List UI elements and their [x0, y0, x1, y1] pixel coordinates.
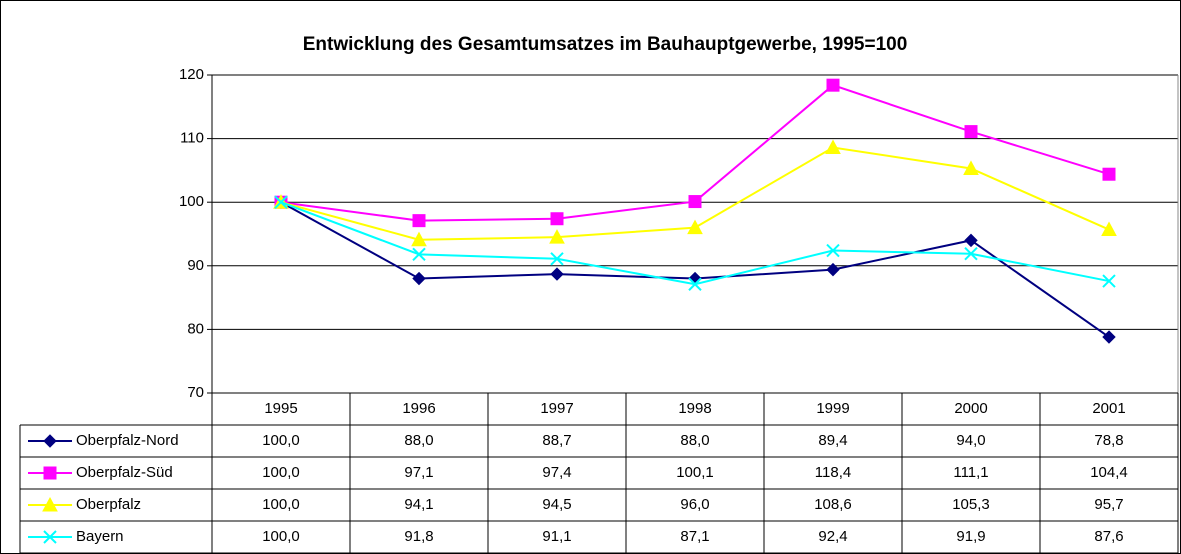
data-point	[1101, 221, 1117, 237]
table-value: 88,7	[542, 432, 571, 449]
x-tick-label: 1999	[816, 400, 849, 417]
data-point	[412, 247, 426, 262]
table-value: 118,4	[815, 464, 851, 481]
table-value: 94,5	[542, 496, 571, 513]
table-value: 111,1	[953, 464, 988, 481]
data-point	[412, 214, 426, 228]
y-tick-label: 100	[179, 193, 204, 210]
table-value: 91,8	[404, 528, 433, 545]
table-value: 91,1	[542, 528, 571, 545]
data-point	[550, 212, 564, 226]
data-point	[549, 229, 565, 244]
chart-title: Entwicklung des Gesamtumsatzes im Bauhau…	[303, 34, 908, 55]
y-tick-label: 70	[187, 384, 204, 401]
data-point	[550, 252, 564, 266]
table-value: 88,0	[680, 432, 709, 449]
table-value: 100,0	[262, 464, 300, 481]
table-value: 88,0	[404, 432, 433, 449]
data-point	[826, 78, 840, 92]
table-value: 94,1	[404, 496, 433, 513]
y-tick-label: 110	[180, 130, 204, 147]
y-tick-label: 90	[187, 257, 204, 274]
table-value: 97,4	[542, 464, 571, 481]
legend-label: Oberpfalz	[76, 496, 141, 513]
legend-marker	[43, 434, 57, 448]
table-value: 105,3	[952, 496, 990, 513]
data-point	[411, 231, 427, 247]
data-point	[825, 139, 841, 155]
table-value: 92,4	[818, 528, 847, 545]
table-value: 97,1	[404, 464, 433, 481]
data-point	[688, 277, 702, 291]
table-value: 78,8	[1094, 432, 1123, 449]
legend-marker	[42, 496, 58, 512]
x-tick-label: 1996	[402, 400, 435, 417]
data-point	[688, 195, 702, 209]
table-value: 100,1	[676, 464, 714, 481]
table-value: 96,0	[680, 496, 709, 513]
table-value: 89,4	[818, 432, 847, 449]
table-value: 100,0	[262, 496, 300, 513]
data-point	[550, 267, 564, 281]
x-tick-label: 2001	[1092, 400, 1125, 417]
table-value: 87,6	[1094, 528, 1123, 545]
data-point	[964, 247, 978, 261]
x-tick-label: 1998	[678, 400, 711, 417]
x-tick-label: 2000	[954, 400, 987, 417]
x-tick-label: 1995	[264, 400, 297, 417]
data-point	[826, 243, 840, 258]
data-point	[964, 233, 978, 248]
legend-marker	[43, 530, 57, 544]
table-value: 104,4	[1090, 464, 1128, 481]
table-value: 108,6	[814, 496, 852, 513]
table-value: 94,0	[956, 432, 985, 449]
data-point	[412, 271, 426, 286]
table-value: 87,1	[680, 528, 709, 545]
legend-label: Oberpfalz-Nord	[76, 432, 179, 449]
data-point	[963, 160, 979, 175]
data-point	[964, 125, 978, 139]
data-point	[1102, 330, 1116, 344]
data-point	[687, 219, 703, 235]
table-value: 100,0	[262, 432, 300, 449]
table-value: 91,9	[956, 528, 985, 545]
x-tick-label: 1997	[540, 400, 573, 417]
table-value: 100,0	[262, 528, 300, 545]
data-point	[274, 195, 288, 209]
data-point	[826, 262, 840, 277]
y-tick-label: 120	[179, 66, 204, 83]
legend-marker	[43, 466, 57, 480]
data-point	[1102, 274, 1116, 288]
legend-label: Bayern	[76, 528, 124, 545]
data-point	[1102, 167, 1116, 181]
legend-label: Oberpfalz-Süd	[76, 464, 173, 481]
table-value: 95,7	[1094, 496, 1123, 513]
y-tick-label: 80	[187, 320, 204, 337]
